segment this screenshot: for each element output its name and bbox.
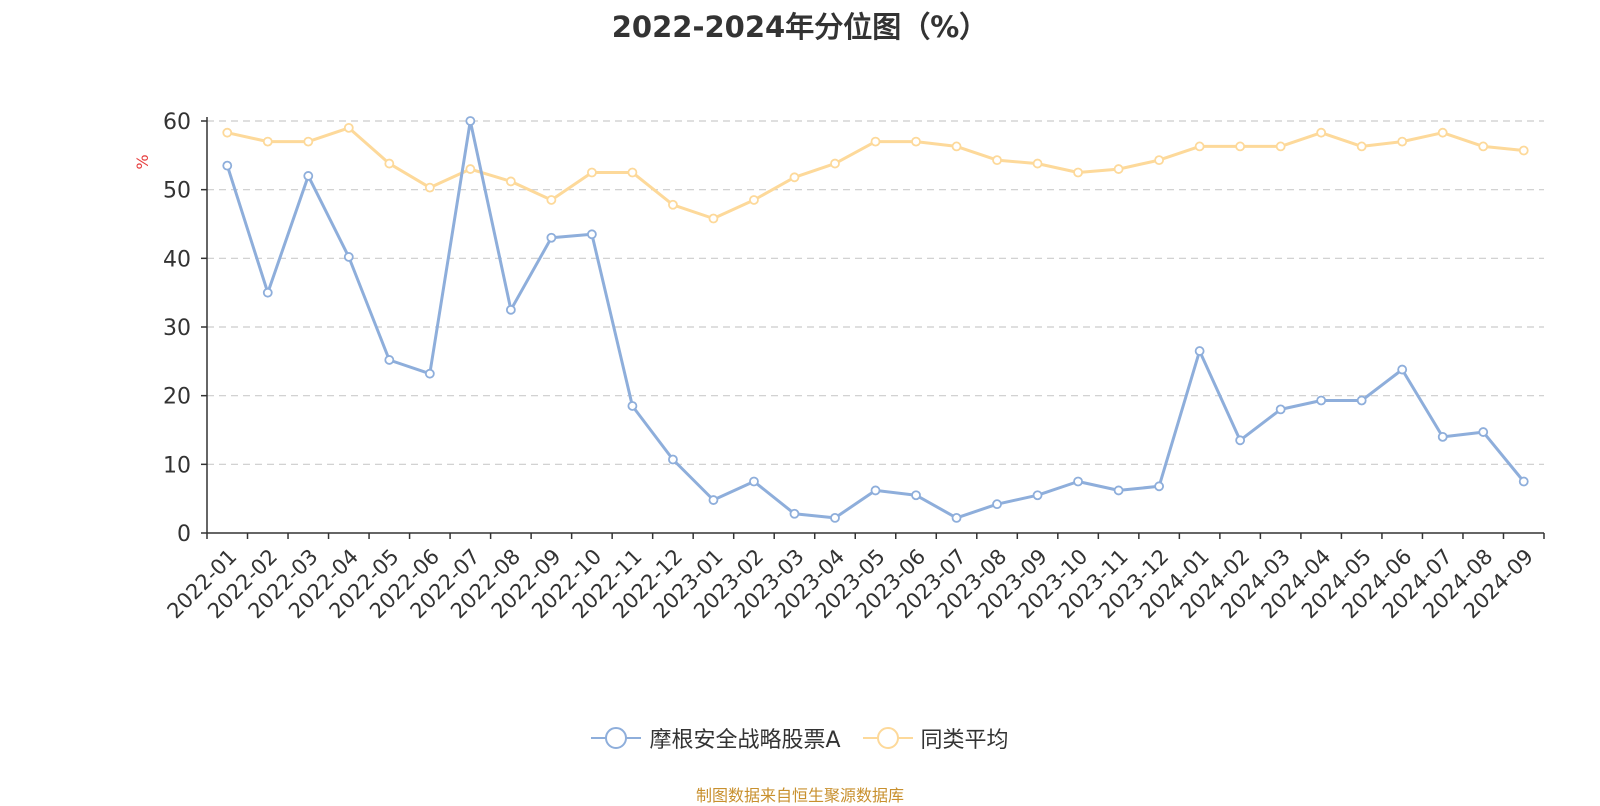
- data-point[interactable]: [1356, 395, 1367, 406]
- data-point[interactable]: [1437, 431, 1448, 442]
- data-point[interactable]: [222, 127, 233, 138]
- data-point[interactable]: [1235, 435, 1246, 446]
- data-point[interactable]: [465, 116, 476, 126]
- data-point[interactable]: [870, 485, 881, 496]
- legend: 摩根安全战略股票A 同类平均: [0, 722, 1600, 754]
- series-lines: [222, 116, 1529, 523]
- data-point[interactable]: [1154, 481, 1165, 492]
- data-point[interactable]: [1113, 485, 1124, 496]
- data-point[interactable]: [911, 136, 921, 147]
- series-0: [222, 116, 1529, 523]
- data-point[interactable]: [992, 155, 1002, 166]
- y-tick-label: 60: [163, 110, 191, 135]
- legend-item-fund[interactable]: 摩根安全战略股票A: [591, 722, 841, 754]
- data-point[interactable]: [1518, 145, 1529, 156]
- data-point[interactable]: [1194, 141, 1205, 152]
- data-point[interactable]: [951, 141, 962, 152]
- data-point[interactable]: [1437, 127, 1448, 138]
- data-point[interactable]: [1518, 476, 1529, 487]
- data-point[interactable]: [749, 195, 759, 205]
- data-point[interactable]: [1478, 427, 1489, 437]
- data-point[interactable]: [1235, 141, 1246, 152]
- data-point[interactable]: [870, 136, 881, 147]
- data-point[interactable]: [424, 182, 435, 193]
- data-point[interactable]: [1275, 141, 1286, 152]
- axes: [201, 117, 1545, 539]
- data-source-note: 制图数据来自恒生聚源数据库: [695, 786, 904, 805]
- data-point[interactable]: [546, 195, 557, 205]
- y-tick-label: 20: [163, 385, 191, 410]
- series-1: [222, 122, 1529, 224]
- data-point[interactable]: [668, 199, 678, 210]
- data-point[interactable]: [465, 164, 476, 174]
- data-point[interactable]: [708, 495, 719, 505]
- y-tick-label: 40: [163, 247, 191, 272]
- data-point[interactable]: [1113, 164, 1124, 174]
- data-point[interactable]: [1275, 404, 1286, 415]
- data-point[interactable]: [1356, 141, 1367, 152]
- legend-label-fund: 摩根安全战略股票A: [649, 728, 841, 753]
- data-point[interactable]: [992, 499, 1002, 510]
- data-point[interactable]: [1194, 346, 1205, 356]
- data-point[interactable]: [1032, 490, 1043, 501]
- data-point[interactable]: [384, 355, 395, 365]
- data-point[interactable]: [708, 213, 719, 224]
- data-point[interactable]: [586, 167, 597, 178]
- data-point[interactable]: [627, 401, 638, 411]
- legend-item-peer-average[interactable]: 同类平均: [862, 722, 1009, 754]
- data-point[interactable]: [911, 490, 921, 501]
- legend-swatch-peer-average-icon: [862, 727, 913, 749]
- data-point[interactable]: [830, 158, 840, 169]
- data-point[interactable]: [262, 287, 273, 298]
- data-point[interactable]: [303, 171, 314, 181]
- legend-swatch-fund-icon: [591, 727, 642, 749]
- data-point[interactable]: [749, 476, 759, 487]
- data-point[interactable]: [303, 136, 314, 147]
- data-point[interactable]: [951, 512, 962, 523]
- data-point[interactable]: [1316, 127, 1327, 138]
- y-tick-label: 50: [163, 179, 191, 204]
- data-point[interactable]: [1397, 136, 1408, 147]
- data-point[interactable]: [627, 167, 638, 178]
- data-point[interactable]: [424, 368, 435, 379]
- data-point[interactable]: [505, 304, 516, 315]
- data-point[interactable]: [546, 232, 557, 243]
- data-point[interactable]: [343, 122, 354, 133]
- data-point[interactable]: [1032, 158, 1043, 169]
- chart-title: 2022-2024年分位图（%）: [611, 10, 989, 44]
- data-point[interactable]: [1154, 155, 1165, 166]
- data-point[interactable]: [343, 252, 354, 262]
- data-point[interactable]: [1073, 167, 1083, 178]
- data-point[interactable]: [262, 136, 273, 147]
- y-tick-label: 30: [163, 316, 191, 341]
- x-tick-labels: 2022-012022-022022-032022-042022-052022-…: [163, 544, 1539, 623]
- data-point[interactable]: [1316, 395, 1327, 406]
- y-tick-labels: 0 10 20 30 40 50 60: [163, 110, 191, 547]
- data-point[interactable]: [668, 454, 678, 465]
- data-point[interactable]: [789, 508, 800, 519]
- grid-lines: [207, 120, 1544, 465]
- legend-label-peer-average: 同类平均: [920, 728, 1009, 753]
- data-point[interactable]: [384, 158, 395, 169]
- data-point[interactable]: [586, 229, 597, 240]
- data-point[interactable]: [222, 160, 233, 171]
- y-tick-label: 0: [177, 522, 191, 547]
- y-tick-label: 10: [163, 453, 191, 478]
- y-axis-label: %: [133, 154, 152, 169]
- data-point[interactable]: [789, 172, 800, 183]
- data-point[interactable]: [1478, 141, 1489, 152]
- data-point[interactable]: [830, 512, 840, 523]
- series-line-0: [225, 119, 1525, 520]
- data-point[interactable]: [505, 176, 516, 187]
- data-point[interactable]: [1073, 476, 1083, 487]
- data-point[interactable]: [1397, 364, 1408, 375]
